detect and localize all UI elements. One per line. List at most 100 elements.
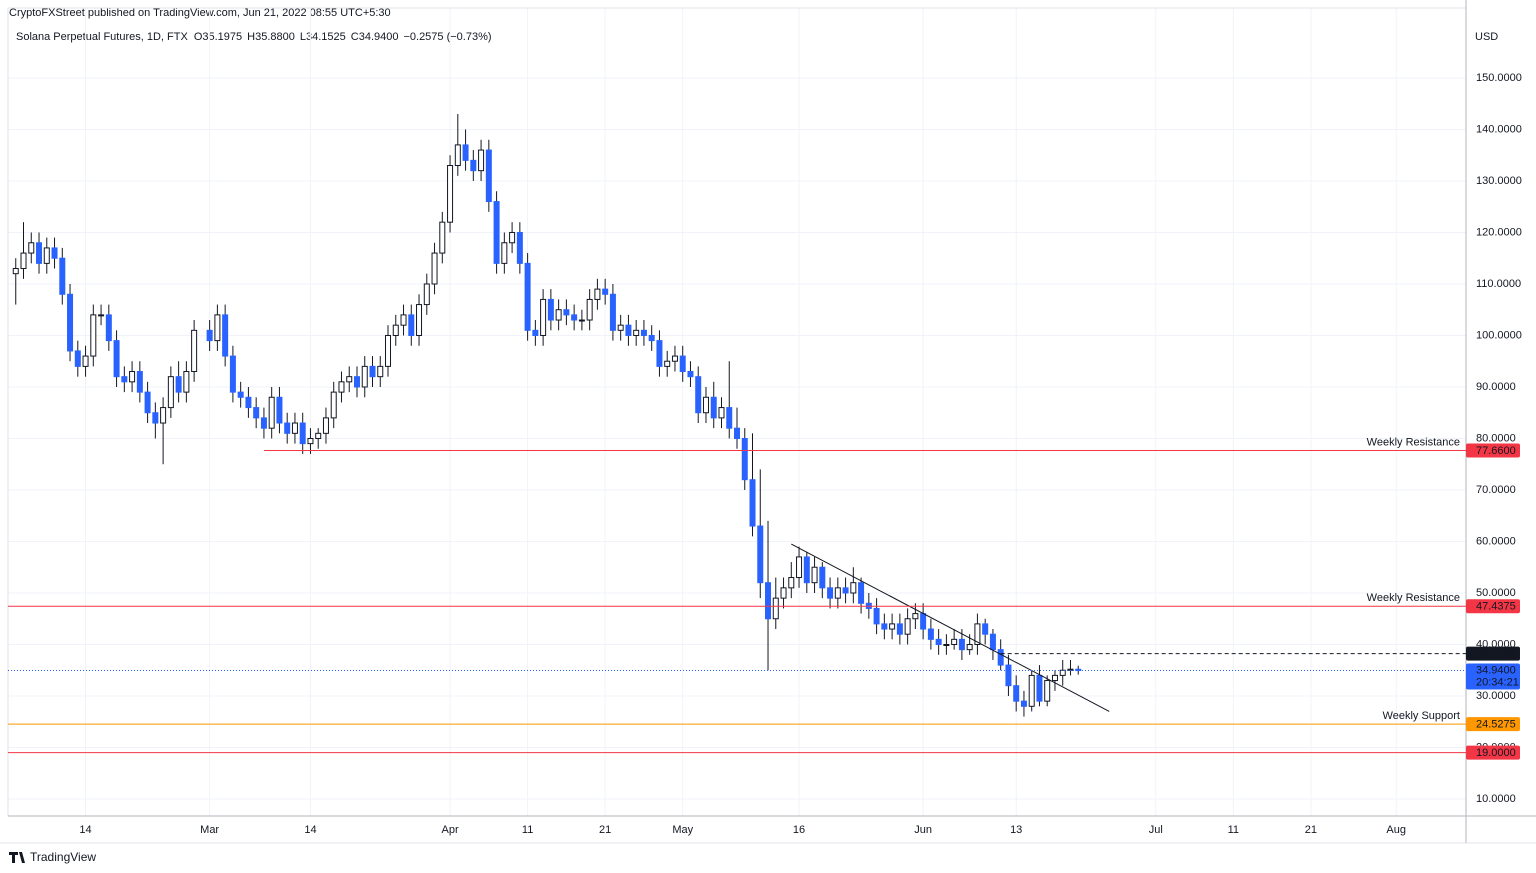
- ohlc-value: 34.1525: [306, 31, 346, 43]
- candle-body: [780, 587, 787, 599]
- x-tick-label: Mar: [200, 824, 219, 836]
- candle-body: [121, 376, 128, 383]
- candle-body: [834, 587, 841, 599]
- candle-body: [625, 324, 632, 336]
- level-box: [1466, 443, 1520, 458]
- candle-body: [67, 293, 74, 352]
- candle-body: [811, 566, 818, 584]
- candle-body: [385, 334, 392, 367]
- candle-body: [982, 623, 989, 635]
- candle-body: [741, 437, 748, 481]
- candle-body: [28, 242, 35, 254]
- candle-body: [191, 329, 198, 373]
- candle-body: [416, 304, 423, 336]
- candle-body: [904, 618, 911, 635]
- ohlc-value: 35.8800: [255, 31, 295, 43]
- ohlc-key: O: [194, 31, 203, 43]
- chart-title: Solana Perpetual Futures, 1D, FTX: [16, 31, 188, 43]
- candle-body: [447, 165, 454, 223]
- candle-body: [478, 149, 485, 172]
- candle-body: [819, 566, 826, 589]
- candle-body: [842, 587, 849, 594]
- candle-body: [307, 437, 314, 445]
- x-tick-label: 21: [1305, 824, 1317, 836]
- x-tick-label: Jun: [914, 824, 932, 836]
- candle-body: [291, 422, 298, 434]
- candle-body: [648, 334, 655, 342]
- candle-body: [245, 396, 252, 409]
- candle-body: [796, 556, 803, 579]
- publisher: CryptoFXStreet published on TradingView.…: [9, 7, 391, 19]
- candle-body: [1013, 685, 1020, 702]
- candle-body: [858, 582, 865, 604]
- candle-body: [578, 319, 585, 322]
- level-label: 77.6600: [1476, 445, 1516, 457]
- y-tick-label: 90.0000: [1476, 381, 1516, 393]
- y-tick-label: 110.0000: [1476, 278, 1521, 290]
- candle-body: [516, 231, 523, 264]
- level-box: [1466, 599, 1520, 614]
- candle-body: [873, 607, 880, 625]
- level-label: 24.5275: [1476, 719, 1516, 731]
- candle-body: [532, 329, 539, 336]
- candle-body: [276, 396, 283, 424]
- candle-body: [284, 422, 291, 434]
- candle-body: [687, 371, 694, 378]
- y-tick-label: 130.0000: [1476, 175, 1522, 187]
- candle-body: [935, 638, 942, 645]
- candle-body: [889, 623, 896, 630]
- candle-body: [167, 376, 174, 409]
- x-tick-label: 14: [79, 824, 91, 836]
- y-tick-label: 60.0000: [1476, 535, 1516, 547]
- candle-body: [633, 329, 640, 336]
- candle-body: [586, 298, 593, 321]
- candle-body: [175, 376, 182, 393]
- candle-body: [547, 298, 554, 321]
- candle-body: [927, 628, 934, 640]
- x-tick-label: 13: [1010, 824, 1022, 836]
- candle-body: [1036, 674, 1043, 702]
- y-unit: USD: [1475, 31, 1498, 43]
- candle-body: [989, 633, 996, 651]
- level-label: 38.2200: [1476, 648, 1516, 660]
- candle-body: [144, 391, 151, 414]
- y-tick-label: 30.0000: [1476, 690, 1516, 702]
- candle-body: [555, 309, 562, 321]
- candle-body: [113, 340, 120, 378]
- candle-body: [346, 376, 353, 383]
- candle-body: [726, 407, 733, 429]
- ohlc-value: 34.9400: [359, 31, 399, 43]
- candle-body: [98, 314, 105, 317]
- candle-body: [912, 613, 919, 620]
- candle-body: [237, 391, 244, 398]
- candle-body: [788, 577, 795, 589]
- candle-body: [1005, 664, 1012, 687]
- grid: [8, 8, 1466, 816]
- ohlc-value: −0.2575 (−0.73%): [403, 31, 491, 43]
- candle-body: [377, 365, 384, 378]
- candle-body: [12, 268, 19, 275]
- candle-body: [571, 314, 578, 321]
- candle-body: [260, 417, 267, 429]
- candle-body: [59, 257, 66, 295]
- candle-body: [881, 623, 888, 630]
- candle-body: [951, 638, 958, 645]
- candle-body: [524, 262, 531, 331]
- x-tick-label: 14: [304, 824, 316, 836]
- candle-body: [997, 649, 1004, 666]
- y-tick-label: 140.0000: [1476, 123, 1522, 135]
- plot: [12, 114, 1082, 717]
- candle-body: [353, 376, 360, 388]
- last-price-box: [1466, 663, 1520, 690]
- candle-body: [462, 144, 469, 161]
- candle-body: [322, 417, 329, 434]
- candle-body: [369, 365, 376, 378]
- candle-body: [74, 350, 81, 367]
- ohlc-key: C: [351, 31, 359, 43]
- x-tick-label: May: [672, 824, 693, 836]
- candle-body: [594, 288, 601, 300]
- candle-body: [920, 613, 927, 630]
- candle-body: [974, 623, 981, 645]
- candle-body: [206, 329, 213, 342]
